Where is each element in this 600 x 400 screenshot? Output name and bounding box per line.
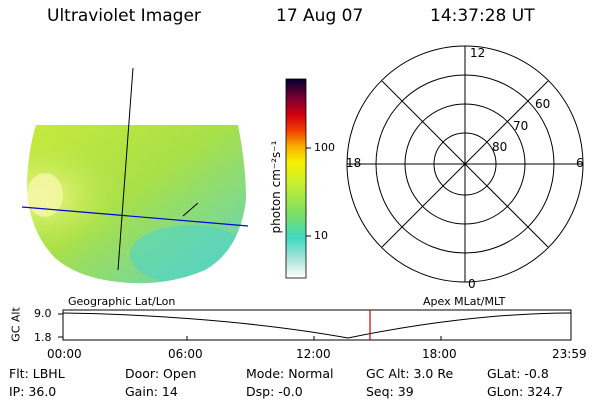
mlat-label-70: 70 xyxy=(513,119,529,133)
status-gain: Gain: 14 xyxy=(125,384,178,399)
time-tick-1200: 12:00 xyxy=(296,347,331,361)
status-ip: IP: 36.0 xyxy=(9,384,57,399)
status-door: Door: Open xyxy=(125,366,197,381)
status-glat: GLat: -0.8 xyxy=(487,366,549,381)
timeline-right-caption: Apex MLat/MLT xyxy=(423,295,506,308)
mlt-label-0: 0 xyxy=(468,277,476,291)
mlat-label-60: 60 xyxy=(535,97,551,111)
colorbar-tick-10: 10 xyxy=(314,229,328,242)
mlt-label-18: 18 xyxy=(346,156,362,170)
status-mode: Mode: Normal xyxy=(246,366,334,381)
time-label: 14:37:28 UT xyxy=(430,6,535,26)
instrument-title: Ultraviolet Imager xyxy=(47,6,201,26)
timeline-y-tick-9: 9.0 xyxy=(34,307,52,320)
status-glon: GLon: 324.7 xyxy=(487,384,563,399)
time-tick-0000: 00:00 xyxy=(47,347,82,361)
geo-meridian-line xyxy=(117,67,134,271)
time-tick-1800: 18:00 xyxy=(422,347,457,361)
timeline-y-tick-1-8: 1.8 xyxy=(34,331,52,344)
time-tick-2359: 23:59 xyxy=(552,347,587,361)
colorbar-tick-100: 100 xyxy=(314,141,335,154)
mlat-label-80: 80 xyxy=(492,140,508,154)
timeline-left-caption: Geographic Lat/Lon xyxy=(68,295,176,308)
status-gc-alt: GC Alt: 3.0 Re xyxy=(366,366,454,381)
time-tick-0600: 06:00 xyxy=(168,347,203,361)
geo-equator-line xyxy=(21,206,249,227)
status-flt: Flt: LBHL xyxy=(9,366,65,381)
status-seq: Seq: 39 xyxy=(366,384,414,399)
mlt-label-6: 6 xyxy=(576,156,584,170)
status-dsp: Dsp: -0.0 xyxy=(246,384,303,399)
mlt-label-12: 12 xyxy=(470,46,486,60)
date-label: 17 Aug 07 xyxy=(276,6,364,26)
